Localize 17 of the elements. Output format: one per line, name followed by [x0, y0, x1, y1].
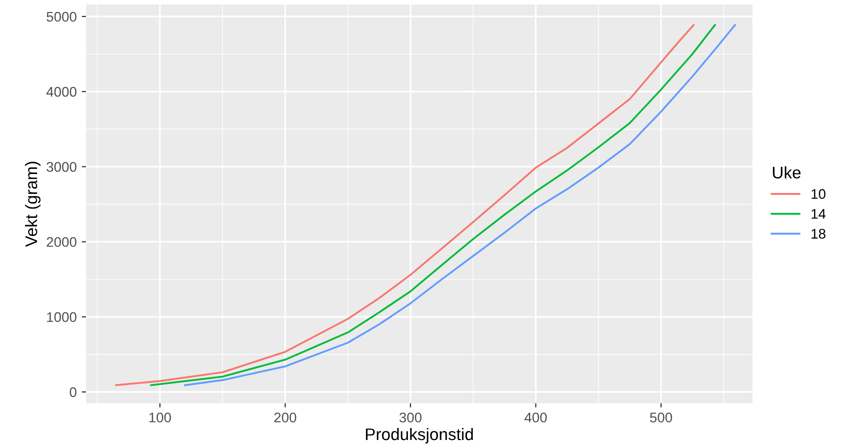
x-tick-label: 400 [524, 412, 547, 422]
y-tick-label: 3000 [46, 162, 76, 172]
y-tick-label: 1000 [47, 312, 76, 322]
x-axis-title: Produksjonstid [366, 428, 473, 444]
legend-label: 10 [812, 189, 826, 199]
y-tick-label: 0 [70, 387, 76, 398]
x-tick-label: 200 [274, 412, 296, 422]
x-tick-label: 300 [399, 412, 422, 422]
y-tick-label: 5000 [46, 12, 76, 22]
x-tick-label: 100 [149, 412, 171, 422]
x-tick-label: 500 [650, 412, 672, 422]
legend-label: 18 [812, 228, 826, 239]
legend-label: 14 [812, 209, 826, 219]
y-tick-label: 2000 [46, 237, 76, 247]
y-tick-label: 4000 [46, 86, 76, 97]
legend-title: Uke [772, 166, 801, 178]
y-axis-title: Vekt (gram) [24, 162, 41, 247]
